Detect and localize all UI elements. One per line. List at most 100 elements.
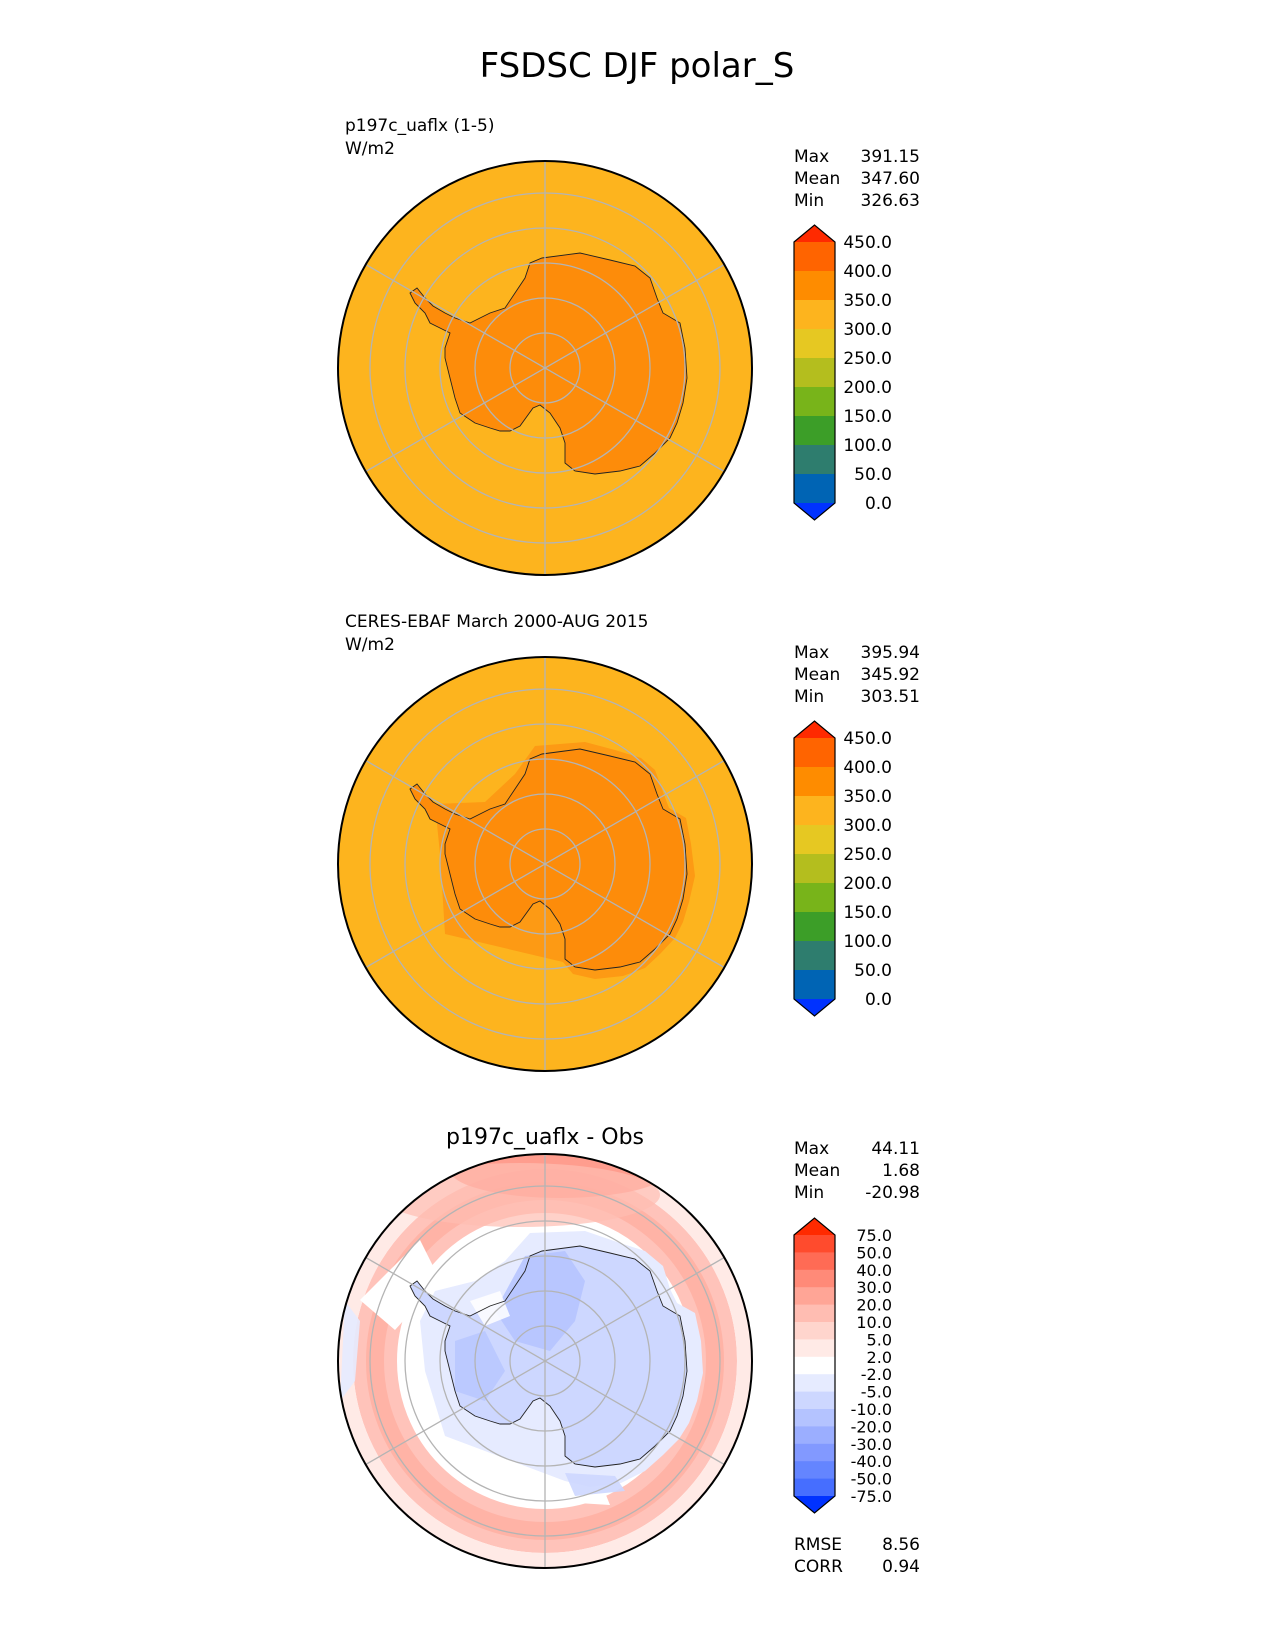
panel-model-title: p197c_uaflx (1-5) bbox=[345, 116, 494, 136]
graticule bbox=[365, 657, 725, 1071]
colorbar-swatch bbox=[794, 242, 835, 272]
colorbar-tick-label: 20.0 bbox=[856, 1296, 892, 1315]
colorbar-swatch bbox=[794, 912, 835, 942]
colorbar-tick-label: -20.0 bbox=[851, 1417, 892, 1436]
colorbar-diff: 75.050.040.030.020.010.05.02.0-2.0-5.0-1… bbox=[793, 1217, 892, 1514]
colorbar-tick-label: 50.0 bbox=[854, 961, 892, 981]
metric-value: 0.94 bbox=[882, 1557, 920, 1577]
colorbar-swatch bbox=[794, 1461, 835, 1480]
colorbar-tick-label: 200.0 bbox=[843, 874, 892, 894]
colorbar-swatch bbox=[794, 358, 835, 388]
colorbar-tick-label: 10.0 bbox=[856, 1313, 892, 1332]
panel-diff: p197c_uaflx - Obs Max 44.11 Mean 1.68 Mi… bbox=[337, 1125, 920, 1577]
colorbar-swatch bbox=[794, 767, 835, 797]
colorbar-swatch bbox=[794, 1304, 835, 1323]
colorbar-tick-label: 450.0 bbox=[843, 233, 892, 253]
diff-positive-top bbox=[380, 1163, 660, 1227]
colorbar-tick-label: -40.0 bbox=[851, 1452, 892, 1471]
colorbar-swatch bbox=[794, 1478, 835, 1497]
polar-map-obs bbox=[338, 657, 752, 1071]
colorbar-swatch bbox=[794, 1287, 835, 1306]
colorbar-swatch bbox=[794, 941, 835, 971]
diff-neutral-gap bbox=[360, 1240, 440, 1330]
colorbar-tick-label: 250.0 bbox=[843, 349, 892, 369]
colorbar-tick-label: 0.0 bbox=[865, 494, 892, 514]
colorbar-tick-label: 100.0 bbox=[843, 932, 892, 952]
colorbar-swatch bbox=[794, 1269, 835, 1288]
stat-label: Min bbox=[794, 687, 824, 707]
colorbar-swatch bbox=[794, 970, 835, 1000]
colorbar-tick-label: 75.0 bbox=[856, 1226, 892, 1245]
colorbar-swatch bbox=[794, 1443, 835, 1462]
colorbar-tick-label: -30.0 bbox=[851, 1435, 892, 1454]
metric-value: 8.56 bbox=[882, 1535, 920, 1555]
colorbar-tick-label: 300.0 bbox=[843, 320, 892, 340]
land-shape bbox=[409, 748, 688, 971]
colorbar-tick-label: 300.0 bbox=[843, 816, 892, 836]
colorbar-swatch bbox=[794, 854, 835, 884]
colorbar-tick-label: 30.0 bbox=[856, 1278, 892, 1297]
panel-obs-units: W/m2 bbox=[345, 635, 395, 655]
colorbar-tick-label: 50.0 bbox=[856, 1243, 892, 1262]
panel-model-stats: Max 391.15 Mean 347.60 Min 326.63 bbox=[794, 147, 920, 211]
colorbar-swatch bbox=[794, 796, 835, 826]
panel-obs: CERES-EBAF March 2000-AUG 2015 W/m2 Max … bbox=[337, 612, 920, 1072]
colorbar-tick-label: -10.0 bbox=[851, 1400, 892, 1419]
colorbar-tick-label: 150.0 bbox=[843, 903, 892, 923]
polar-map-model bbox=[338, 161, 752, 575]
colorbar-swatch bbox=[794, 1374, 835, 1393]
colorbar-tick-label: 400.0 bbox=[843, 262, 892, 282]
colorbar-tick-label: 2.0 bbox=[867, 1348, 892, 1367]
metric-label: CORR bbox=[794, 1557, 843, 1577]
land-shape bbox=[409, 252, 688, 475]
panel-diff-stats: Max 44.11 Mean 1.68 Min -20.98 bbox=[794, 1139, 920, 1203]
panel-diff-title: p197c_uaflx - Obs bbox=[446, 1125, 644, 1150]
diff-neutral-patch bbox=[470, 1291, 510, 1326]
colorbar-extend-min bbox=[794, 503, 835, 520]
stat-label: Max bbox=[794, 643, 829, 663]
colorbar-swatch bbox=[794, 738, 835, 768]
colorbar-tick-label: -75.0 bbox=[851, 1487, 892, 1506]
colorbar-swatch bbox=[794, 387, 835, 417]
colorbar-swatch bbox=[794, 445, 835, 475]
colorbar-swatch bbox=[794, 883, 835, 913]
stat-value: 1.68 bbox=[882, 1161, 920, 1181]
polar-map-diff bbox=[338, 1154, 752, 1568]
colorbar-tick-label: 5.0 bbox=[867, 1330, 892, 1349]
diff-negative-patch bbox=[565, 1473, 625, 1496]
colorbar-extend-max bbox=[794, 1218, 835, 1235]
colorbar-tick-label: 0.0 bbox=[865, 990, 892, 1010]
colorbar-swatch bbox=[794, 1356, 835, 1375]
panel-obs-stats: Max 395.94 Mean 345.92 Min 303.51 bbox=[794, 643, 920, 707]
stat-label: Min bbox=[794, 191, 824, 211]
panel-model-units: W/m2 bbox=[345, 139, 395, 159]
stat-value: 303.51 bbox=[861, 687, 920, 707]
colorbar-swatch bbox=[794, 825, 835, 855]
stat-label: Mean bbox=[794, 169, 840, 189]
colorbar-tick-label: 50.0 bbox=[854, 465, 892, 485]
colorbar-swatch bbox=[794, 1235, 835, 1253]
colorbar-tick-label: 400.0 bbox=[843, 758, 892, 778]
stat-value: 345.92 bbox=[861, 665, 920, 685]
colorbar-swatch bbox=[794, 1391, 835, 1410]
colorbar-extend-min bbox=[794, 1496, 835, 1513]
colorbar-outline bbox=[793, 1217, 836, 1514]
stat-label: Min bbox=[794, 1183, 824, 1203]
colorbar-tick-label: -2.0 bbox=[861, 1365, 892, 1384]
colorbar-swatch bbox=[794, 474, 835, 504]
colorbar-swatch bbox=[794, 1409, 835, 1427]
colorbar-swatch bbox=[794, 1339, 835, 1358]
colorbar-tick-label: 100.0 bbox=[843, 436, 892, 456]
colorbar-swatch bbox=[794, 300, 835, 330]
stat-value: 44.11 bbox=[871, 1139, 920, 1159]
colorbar-outline bbox=[793, 224, 836, 521]
stat-value: 326.63 bbox=[861, 191, 920, 211]
stat-value: -20.98 bbox=[865, 1183, 920, 1203]
colorbar-swatch bbox=[794, 1252, 835, 1271]
colorbar-extend-min bbox=[794, 999, 835, 1016]
colorbar-tick-label: 350.0 bbox=[843, 291, 892, 311]
stat-label: Mean bbox=[794, 665, 840, 685]
figure-title: FSDSC DJF polar_S bbox=[480, 46, 795, 86]
stat-value: 391.15 bbox=[861, 147, 920, 167]
